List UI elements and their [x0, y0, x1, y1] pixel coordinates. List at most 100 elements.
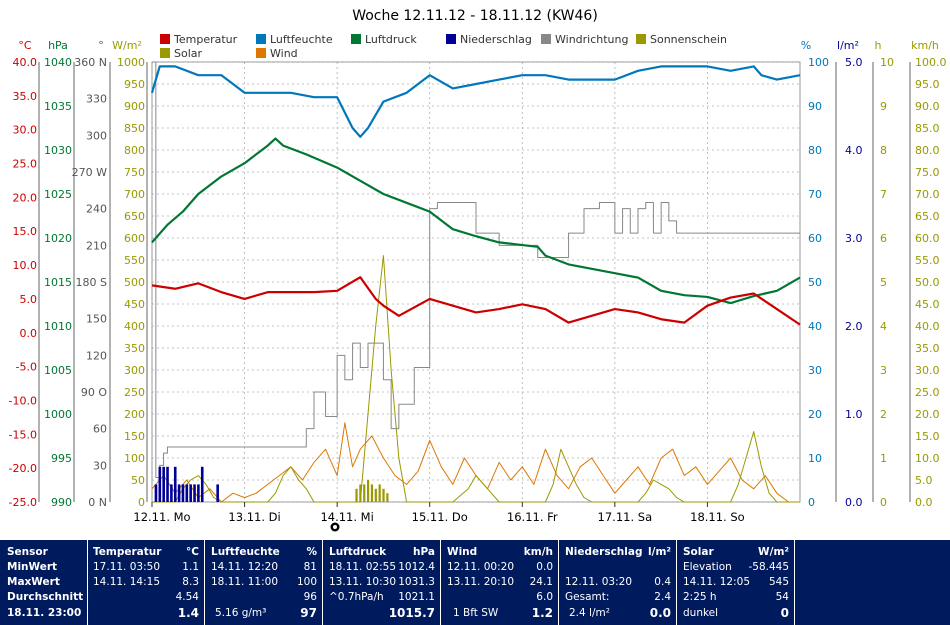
- axis-tick-press: 995: [51, 452, 72, 465]
- niederschlag-max-time: 12.11. 03:20: [565, 576, 632, 588]
- niederschlag-bar: [177, 484, 181, 502]
- axis-tick-wind: 20.0: [915, 408, 940, 421]
- temperatur-column: Temperatur °C 17.11. 03:50 1.1 14.11. 14…: [88, 540, 205, 625]
- axis-tick-hum: 70: [808, 188, 822, 201]
- luftfeuchte-absolute: 5.16 g/m³: [215, 607, 267, 619]
- axis-tick-sun: 2: [880, 408, 887, 421]
- axis-tick-temp: -10.0: [9, 394, 37, 407]
- niederschlag-bar: [162, 466, 165, 502]
- sonnenschein-bar: [363, 484, 366, 502]
- axis-tick-sun: 9: [880, 100, 887, 113]
- axis-tick-dir: 0 N: [88, 496, 107, 509]
- luftfeuchte-unit: %: [306, 546, 317, 558]
- axis-unit-rain: l/m²: [837, 39, 859, 52]
- temperatur-min-time: 17.11. 03:50: [93, 561, 160, 573]
- axis-tick-temp: 25.0: [13, 158, 38, 171]
- axis-tick-wind: 95.0: [915, 78, 940, 91]
- axis-tick-solar: 550: [124, 254, 145, 267]
- x-tick-label: 16.11. Fr: [507, 510, 558, 524]
- legend-swatch: [351, 34, 361, 44]
- temperatur-header: Temperatur: [93, 546, 162, 558]
- axis-tick-solar: 0: [138, 496, 145, 509]
- wind-beaufort: 1 Bft SW: [453, 607, 499, 619]
- sonnenschein-bar: [359, 484, 362, 502]
- axis-unit-dir: °: [98, 39, 104, 52]
- axis-unit-sun: h: [875, 39, 882, 52]
- temperatur-avg: 4.54: [175, 591, 199, 603]
- axis-tick-sun: 3: [880, 364, 887, 377]
- luftdruck-unit: hPa: [413, 546, 435, 558]
- niederschlag-bar: [173, 466, 177, 502]
- legend-swatch: [541, 34, 551, 44]
- axis-tick-press: 1040: [44, 56, 72, 69]
- axis-tick-wind: 75.0: [915, 166, 940, 179]
- axis-tick-solar: 600: [124, 232, 145, 245]
- series-line-luftdruck: [151, 137, 801, 305]
- luftfeuchte-max: 100: [296, 576, 317, 588]
- axis-tick-temp: 5.0: [20, 293, 38, 306]
- axis-tick-wind: 45.0: [915, 298, 940, 311]
- niederschlag-bar: [189, 484, 192, 502]
- wind-min: 0.0: [536, 561, 553, 573]
- solar-unit: W/m²: [758, 546, 789, 558]
- legend-label: Luftfeuchte: [270, 33, 333, 46]
- axis-tick-dir: 240: [86, 203, 107, 216]
- axis-tick-hum: 10: [808, 452, 822, 465]
- axis-tick-solar: 250: [124, 386, 145, 399]
- luftdruck-min-time: 18.11. 02:55: [329, 561, 396, 573]
- legend-swatch: [160, 34, 170, 44]
- wind-column: Wind km/h 12.11. 00:20 0.0 13.11. 20:10 …: [441, 540, 559, 625]
- axis-tick-rain: 3.0: [845, 232, 863, 245]
- luftfeuchte-avg: 96: [303, 591, 317, 603]
- axis-tick-solar: 150: [124, 430, 145, 443]
- temperatur-current: 1.4: [177, 606, 199, 620]
- niederschlag-bar: [154, 484, 158, 502]
- axis-tick-solar: 650: [124, 210, 145, 223]
- temperatur-max: 8.3: [182, 576, 199, 588]
- x-tick-label: 18.11. So: [690, 510, 745, 524]
- solar-max: 545: [768, 576, 789, 588]
- axis-tick-dir: 180 S: [76, 276, 107, 289]
- axis-tick-hum: 50: [808, 276, 822, 289]
- axis-tick-wind: 85.0: [915, 122, 940, 135]
- plot-frame: [151, 61, 801, 503]
- axis-tick-press: 1025: [44, 188, 72, 201]
- axis-tick-temp: 15.0: [13, 225, 38, 238]
- wind-max: 24.1: [529, 576, 553, 588]
- axis-tick-temp: 10.0: [13, 259, 38, 272]
- axis-tick-temp: 0.0: [20, 327, 38, 340]
- luftfeuchte-header: Luftfeuchte: [211, 546, 280, 558]
- axis-tick-press: 1015: [44, 276, 72, 289]
- solar-elevation: -58.445: [748, 561, 789, 573]
- niederschlag-bar: [166, 466, 169, 502]
- niederschlag-bar: [200, 466, 204, 502]
- solar-avg: 54: [775, 591, 789, 603]
- sonnenschein-bar: [370, 484, 374, 502]
- series-line-solar: [152, 255, 800, 503]
- axis-tick-temp: -25.0: [9, 496, 37, 509]
- temperatur-max-time: 14.11. 14:15: [93, 576, 160, 588]
- niederschlag-bar: [216, 484, 219, 502]
- wind-header: Wind: [447, 546, 478, 558]
- axis-tick-temp: 35.0: [13, 90, 38, 103]
- niederschlag-bar: [193, 484, 196, 502]
- axis-tick-sun: 8: [880, 144, 887, 157]
- axis-tick-dir: 270 W: [72, 166, 107, 179]
- wind-min-time: 12.11. 00:20: [447, 561, 514, 573]
- axis-tick-solar: 100: [124, 452, 145, 465]
- axis-tick-rain: 2.0: [845, 320, 863, 333]
- legend-label: Solar: [174, 47, 203, 60]
- luftdruck-max: 1031.3: [398, 576, 435, 588]
- sonnenschein-bar: [367, 480, 370, 502]
- legend-swatch: [256, 48, 266, 58]
- axis-tick-solar: 950: [124, 78, 145, 91]
- row-label-avg: Durchschnitt: [7, 591, 84, 603]
- axis-tick-solar: 350: [124, 342, 145, 355]
- axis-tick-wind: 90.0: [915, 100, 940, 113]
- axis-tick-solar: 900: [124, 100, 145, 113]
- solar-elevation-label: Elevation: [683, 561, 732, 573]
- luftdruck-max-time: 13.11. 10:30: [329, 576, 396, 588]
- sonnenschein-bar: [386, 493, 389, 502]
- niederschlag-bar: [197, 484, 200, 502]
- row-labels-column: Sensor MinWert MaxWert Durchschnitt 18.1…: [0, 540, 88, 625]
